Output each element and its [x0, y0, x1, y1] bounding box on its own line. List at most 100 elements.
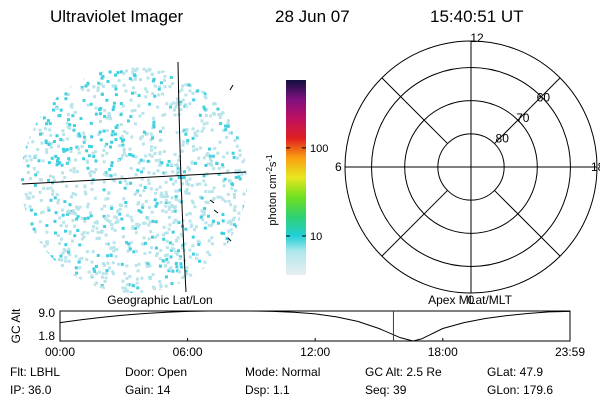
pixel [190, 161, 194, 165]
pixel [137, 209, 141, 213]
pixel [36, 148, 40, 152]
pixel [202, 210, 206, 214]
pixel [64, 224, 68, 228]
pixel [92, 154, 96, 158]
pixel [107, 191, 111, 195]
pixel [80, 216, 84, 220]
pixel [170, 203, 174, 207]
pixel [188, 168, 192, 172]
y-tick-label: 9.0 [38, 306, 55, 320]
pixel [67, 250, 71, 254]
pixel [65, 121, 69, 125]
pixel [49, 145, 53, 149]
pixel [44, 250, 48, 254]
pixel [236, 125, 240, 129]
pixel [130, 78, 134, 82]
pixel [227, 229, 231, 233]
pixel [128, 77, 132, 81]
pixel [245, 71, 247, 75]
pixel [75, 271, 79, 275]
pixel [178, 155, 182, 159]
pixel [216, 195, 220, 199]
pixel [175, 162, 179, 166]
pixel [156, 233, 160, 237]
pixel [122, 197, 126, 201]
pixel [23, 267, 27, 271]
pixel [103, 172, 107, 176]
pixel [242, 213, 246, 217]
pixel [65, 72, 69, 76]
pixel [157, 70, 161, 74]
pixel [93, 269, 97, 273]
pixel [210, 159, 214, 163]
pixel [57, 78, 61, 82]
pixel [177, 199, 181, 203]
pixel [78, 266, 82, 270]
pixel [110, 205, 114, 209]
pixel [83, 184, 87, 188]
pixel [235, 251, 239, 255]
pixel [110, 133, 114, 137]
pixel [110, 164, 114, 168]
pixel [116, 126, 120, 130]
pixel [33, 183, 37, 187]
pixel [200, 196, 204, 200]
pixel [164, 199, 168, 203]
alt-frame [59, 310, 571, 342]
pixel [108, 219, 112, 223]
pixel [178, 270, 182, 274]
pixel [228, 96, 232, 100]
pixel [211, 198, 215, 202]
pixel [24, 81, 28, 85]
pixel [45, 148, 49, 152]
pixel [25, 141, 29, 145]
pixel [40, 211, 44, 215]
pixel [100, 275, 104, 279]
pixel [119, 113, 123, 117]
pixel [169, 177, 173, 181]
ring-label: 70 [516, 111, 530, 125]
pixel [234, 189, 238, 193]
pixel [140, 290, 144, 293]
pixel [163, 85, 167, 89]
pixel [136, 202, 140, 206]
pixel [27, 256, 31, 260]
pixel [32, 67, 36, 71]
pixel [121, 143, 125, 147]
pixel [29, 158, 33, 162]
pixel [129, 215, 133, 219]
pixel [68, 230, 72, 234]
pixel [91, 229, 95, 233]
pixel [218, 284, 222, 288]
pixel [203, 107, 207, 111]
pixel [195, 274, 199, 278]
pixel [132, 250, 136, 254]
pixel [49, 86, 53, 90]
pixel [227, 199, 231, 203]
pixel [106, 261, 110, 265]
pixel [72, 170, 76, 174]
pixel [80, 86, 84, 90]
pixel [221, 213, 225, 217]
pixel [57, 198, 61, 202]
pixel [82, 76, 86, 80]
pixel [224, 252, 228, 256]
pixel [95, 226, 99, 230]
pixel [165, 253, 169, 257]
pixel [199, 84, 203, 88]
pixel [233, 138, 237, 142]
ring-label: 60 [537, 90, 551, 104]
pixel [21, 204, 25, 208]
pixel [57, 258, 61, 262]
pixel [51, 261, 55, 265]
pixel [206, 162, 210, 166]
pixel [73, 212, 77, 216]
pixel [62, 149, 66, 153]
pixel [230, 186, 234, 190]
pixel [138, 78, 142, 82]
pixel [61, 251, 65, 255]
pixel [46, 94, 50, 98]
pixel [179, 265, 183, 269]
pixel [179, 262, 183, 266]
pixel [246, 189, 247, 193]
